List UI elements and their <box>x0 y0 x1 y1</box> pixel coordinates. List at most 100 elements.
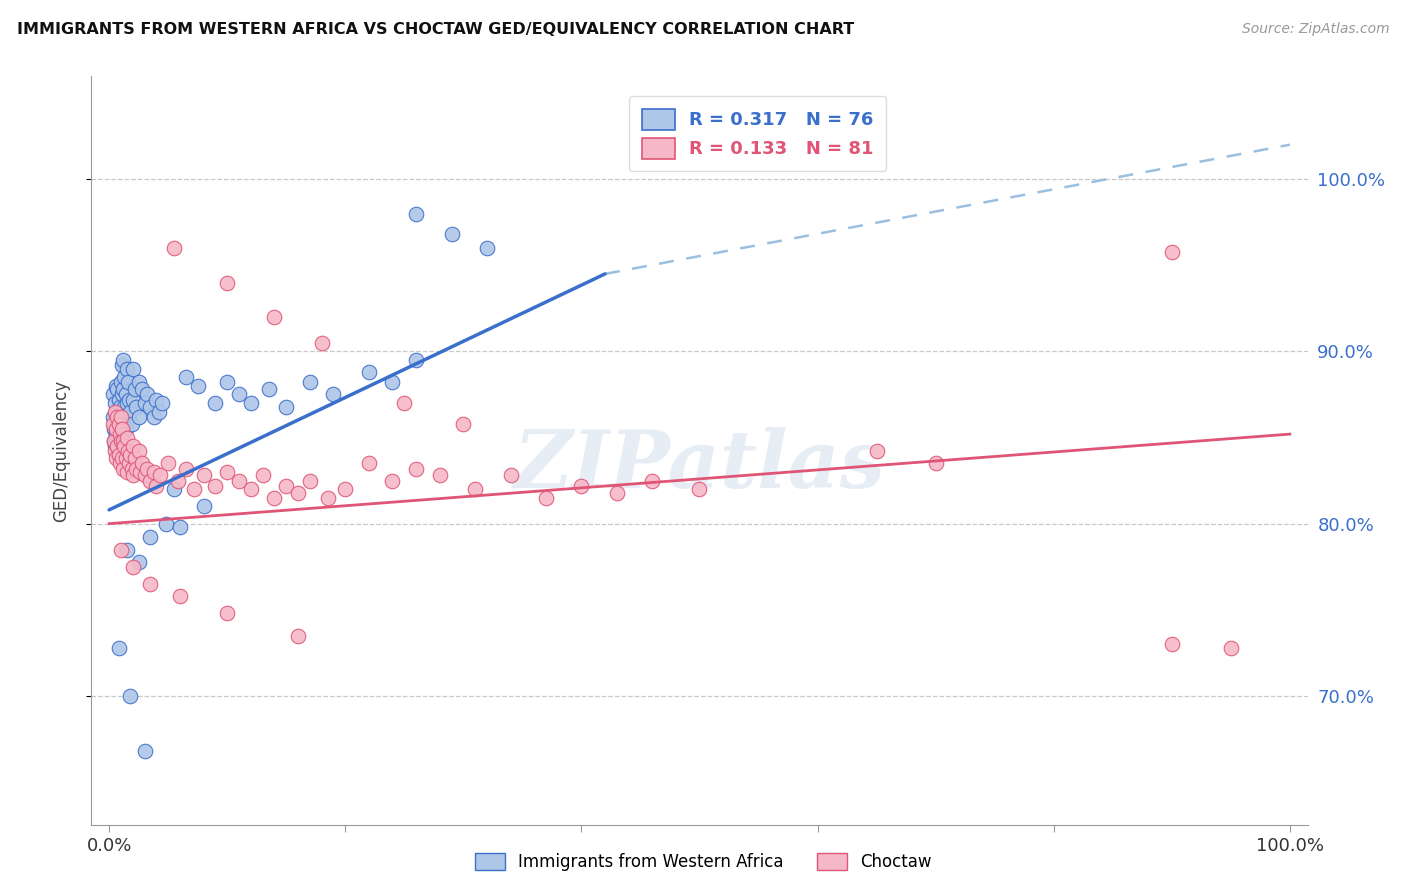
Point <box>105 451 128 466</box>
Point <box>121 559 143 574</box>
Point <box>606 485 628 500</box>
Point <box>381 474 404 488</box>
Point <box>111 387 134 401</box>
Point <box>228 474 250 488</box>
Point <box>115 396 138 410</box>
Point <box>187 379 209 393</box>
Point <box>145 479 167 493</box>
Point <box>335 482 357 496</box>
Point <box>112 382 135 396</box>
Point <box>114 422 136 436</box>
Point <box>104 439 127 453</box>
Point <box>110 376 132 390</box>
Point <box>263 491 285 505</box>
Point <box>453 417 475 431</box>
Point <box>114 387 136 401</box>
Point <box>174 370 197 384</box>
Point <box>107 392 129 407</box>
Point <box>405 206 427 220</box>
Point <box>169 589 191 603</box>
Point <box>139 577 162 591</box>
Point <box>115 361 138 376</box>
Point <box>252 468 274 483</box>
Point <box>121 468 143 483</box>
Point <box>157 456 180 470</box>
Point <box>217 376 239 390</box>
Point <box>105 439 128 453</box>
Point <box>103 434 125 448</box>
Point <box>118 392 141 407</box>
Point <box>104 444 127 458</box>
Point <box>357 365 380 379</box>
Point <box>112 413 135 427</box>
Point <box>104 417 127 431</box>
Point <box>125 400 148 414</box>
Point <box>111 417 134 431</box>
Point <box>104 405 127 419</box>
Point <box>257 382 280 396</box>
Point <box>193 468 215 483</box>
Point <box>239 482 262 496</box>
Point <box>111 451 134 466</box>
Point <box>105 382 128 396</box>
Point <box>1219 640 1241 655</box>
Point <box>118 456 141 470</box>
Point <box>429 468 451 483</box>
Point <box>316 491 339 505</box>
Point <box>114 439 136 453</box>
Legend: Immigrants from Western Africa, Choctaw: Immigrants from Western Africa, Choctaw <box>467 845 939 880</box>
Point <box>120 448 142 462</box>
Point <box>105 405 128 419</box>
Point <box>534 491 557 505</box>
Point <box>120 405 142 419</box>
Point <box>217 276 239 290</box>
Point <box>499 468 522 483</box>
Point <box>110 542 132 557</box>
Point <box>105 409 128 424</box>
Legend: R = 0.317   N = 76, R = 0.133   N = 81: R = 0.317 N = 76, R = 0.133 N = 81 <box>630 96 886 171</box>
Point <box>111 422 134 436</box>
Point <box>464 482 486 496</box>
Point <box>105 379 128 393</box>
Point <box>287 485 309 500</box>
Point <box>131 456 153 470</box>
Point <box>117 444 139 458</box>
Point <box>110 409 132 424</box>
Point <box>107 417 129 431</box>
Point <box>108 400 131 414</box>
Point <box>276 400 298 414</box>
Point <box>104 396 127 410</box>
Point <box>143 465 166 479</box>
Point <box>105 427 128 442</box>
Point <box>239 396 262 410</box>
Point <box>128 555 150 569</box>
Point <box>111 358 134 372</box>
Point <box>1160 244 1182 259</box>
Point <box>131 382 153 396</box>
Point <box>112 461 135 475</box>
Point <box>135 461 157 475</box>
Point <box>381 376 404 390</box>
Point <box>217 606 239 620</box>
Point <box>101 387 124 401</box>
Point <box>865 444 887 458</box>
Point <box>163 241 186 255</box>
Point <box>148 405 170 419</box>
Point <box>114 370 136 384</box>
Point <box>217 465 239 479</box>
Point <box>114 400 136 414</box>
Point <box>121 361 143 376</box>
Point <box>110 434 132 448</box>
Point <box>139 531 162 545</box>
Point <box>128 444 150 458</box>
Point <box>1160 637 1182 651</box>
Point <box>174 461 197 475</box>
Point <box>193 500 215 514</box>
Point <box>121 417 143 431</box>
Point <box>405 353 427 368</box>
Point <box>322 387 344 401</box>
Point <box>357 456 380 470</box>
Point <box>120 689 142 703</box>
Point <box>107 640 129 655</box>
Point <box>128 376 150 390</box>
